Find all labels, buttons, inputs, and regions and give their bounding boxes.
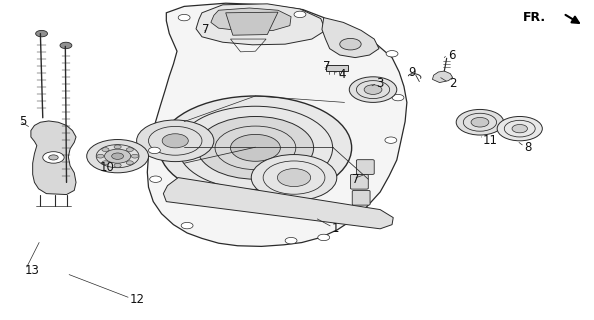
Circle shape [471, 117, 489, 127]
Polygon shape [163, 178, 393, 229]
Text: 11: 11 [482, 134, 497, 147]
Text: 5: 5 [19, 115, 26, 128]
Circle shape [150, 176, 162, 182]
Circle shape [36, 30, 48, 37]
Polygon shape [432, 71, 453, 83]
Circle shape [364, 85, 382, 94]
Text: 4: 4 [339, 68, 346, 81]
Text: 1: 1 [331, 222, 339, 235]
Circle shape [102, 161, 109, 165]
Circle shape [392, 94, 404, 101]
Polygon shape [226, 12, 278, 35]
Circle shape [137, 120, 214, 162]
Circle shape [97, 154, 104, 158]
Circle shape [131, 154, 138, 158]
Circle shape [127, 148, 134, 151]
Circle shape [60, 42, 72, 49]
Circle shape [197, 116, 314, 179]
FancyBboxPatch shape [350, 174, 368, 189]
Circle shape [159, 96, 352, 200]
Circle shape [112, 153, 124, 159]
Circle shape [285, 237, 297, 244]
FancyBboxPatch shape [352, 190, 370, 205]
Circle shape [277, 169, 311, 187]
Polygon shape [31, 121, 76, 195]
Text: FR.: FR. [523, 11, 546, 24]
Circle shape [251, 155, 337, 201]
Circle shape [318, 234, 330, 241]
FancyBboxPatch shape [356, 160, 374, 174]
Circle shape [114, 145, 121, 149]
Circle shape [102, 148, 109, 151]
Text: 7: 7 [202, 23, 210, 36]
Polygon shape [211, 8, 291, 31]
Text: 6: 6 [448, 49, 456, 61]
Circle shape [230, 134, 280, 161]
Text: 7: 7 [352, 173, 360, 186]
Circle shape [148, 147, 160, 154]
Circle shape [114, 164, 121, 167]
Circle shape [497, 116, 542, 141]
Circle shape [386, 51, 398, 57]
Text: 3: 3 [377, 77, 384, 90]
Text: 7: 7 [323, 60, 330, 73]
Polygon shape [196, 4, 326, 45]
Polygon shape [147, 3, 407, 246]
Circle shape [349, 77, 397, 102]
Text: 12: 12 [129, 293, 144, 306]
Circle shape [49, 155, 58, 160]
Circle shape [162, 134, 188, 148]
Circle shape [178, 14, 190, 21]
Circle shape [456, 109, 504, 135]
FancyBboxPatch shape [326, 65, 348, 71]
Text: 2: 2 [449, 77, 457, 90]
Circle shape [294, 11, 306, 18]
Circle shape [512, 124, 527, 133]
Text: 8: 8 [524, 141, 531, 154]
Circle shape [87, 140, 148, 173]
Circle shape [181, 222, 193, 229]
Text: 9: 9 [409, 66, 416, 78]
Text: 13: 13 [25, 264, 40, 277]
Circle shape [385, 137, 397, 143]
Polygon shape [322, 18, 379, 58]
Circle shape [340, 38, 361, 50]
Circle shape [127, 161, 134, 165]
Circle shape [43, 152, 64, 163]
Text: 10: 10 [100, 161, 115, 173]
Circle shape [105, 149, 131, 163]
